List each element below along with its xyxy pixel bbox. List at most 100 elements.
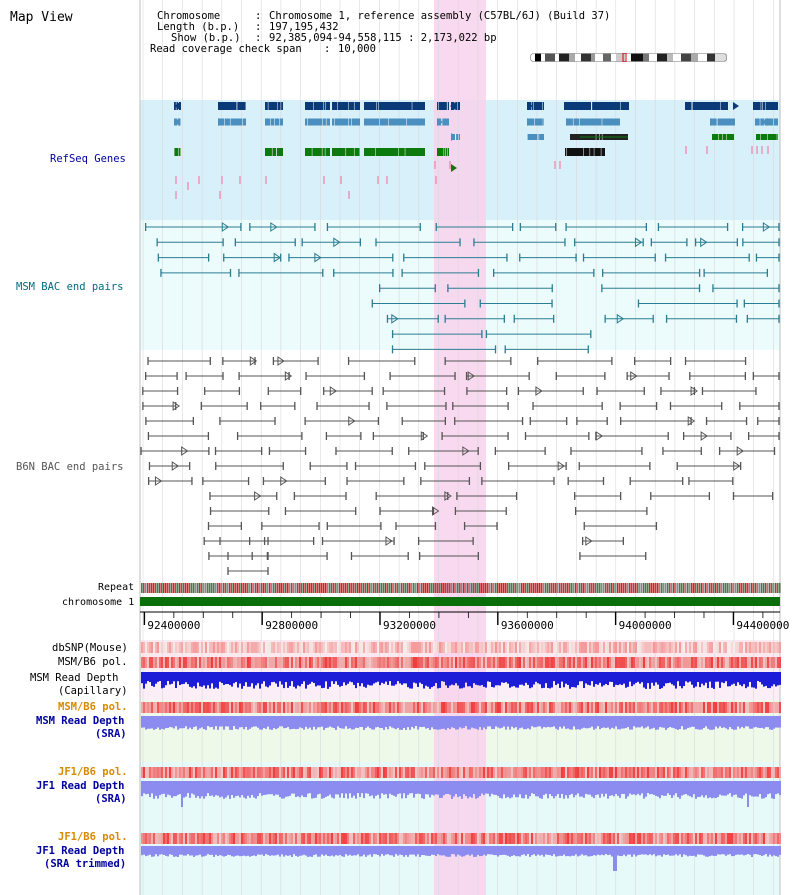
heat-cell xyxy=(231,657,233,668)
depth-bar xyxy=(767,781,769,795)
depth-bar xyxy=(387,846,389,855)
depth-bar xyxy=(581,716,583,729)
heat-cell xyxy=(675,833,677,844)
heat-cell xyxy=(717,833,719,844)
heat-cell xyxy=(541,702,543,713)
heat-cell xyxy=(505,767,507,778)
depth-bar xyxy=(565,716,567,729)
heat-cell xyxy=(233,642,235,653)
heat-cell xyxy=(657,702,659,713)
heat-cell xyxy=(353,767,355,778)
heat-cell xyxy=(451,642,453,653)
depth-bar xyxy=(545,781,547,794)
heat-cell xyxy=(401,702,403,713)
heat-cell xyxy=(479,642,481,653)
depth-bar xyxy=(187,781,189,794)
heat-cell xyxy=(705,642,707,653)
heat-cell xyxy=(593,702,595,713)
depth-bar xyxy=(455,716,457,730)
msm-bac-pair xyxy=(492,268,595,277)
repeat-mark xyxy=(673,583,675,593)
heat-cell xyxy=(455,657,457,668)
depth-bar xyxy=(555,716,557,729)
repeat-mark xyxy=(443,583,445,593)
repeat-mark xyxy=(177,583,179,593)
repeat-mark xyxy=(619,583,621,593)
heat-cell xyxy=(493,657,495,668)
heat-cell xyxy=(609,702,611,713)
depth-bar xyxy=(159,672,161,682)
depth-bar xyxy=(647,781,649,794)
heat-cell xyxy=(297,657,299,668)
repeat-mark xyxy=(183,583,185,593)
depth-bar xyxy=(401,846,403,856)
repeat-mark xyxy=(391,583,393,593)
heat-cell xyxy=(307,657,309,668)
depth-bar xyxy=(165,846,167,856)
repeat-mark xyxy=(181,583,183,593)
chromosome-track-label: chromosome 1 xyxy=(62,597,135,608)
heat-cell xyxy=(507,767,509,778)
depth-bar xyxy=(555,781,557,797)
depth-bar xyxy=(593,846,595,856)
heat-cell xyxy=(317,642,319,653)
repeat-mark xyxy=(221,583,223,593)
depth-bar xyxy=(265,781,267,795)
gene-exon xyxy=(565,148,585,156)
depth-bar xyxy=(503,716,505,727)
heat-cell xyxy=(759,702,761,713)
heat-cell xyxy=(279,657,281,668)
repeat-mark xyxy=(241,583,243,593)
heat-cell xyxy=(585,767,587,778)
heat-cell xyxy=(167,702,169,713)
heat-cell xyxy=(755,657,757,668)
depth-bar xyxy=(647,846,649,856)
depth-bar xyxy=(407,672,409,688)
heat-cell xyxy=(221,767,223,778)
depth-bar xyxy=(299,846,301,856)
heat-cell xyxy=(277,767,279,778)
b6n-bac-pair xyxy=(481,477,555,485)
depth-bar xyxy=(287,716,289,727)
repeat-mark xyxy=(291,583,293,593)
heat-cell xyxy=(523,833,525,844)
chromosome-ideogram[interactable] xyxy=(530,53,727,62)
heat-cell xyxy=(377,767,379,778)
heat-cell xyxy=(181,833,183,844)
heat-cell xyxy=(533,702,535,713)
depth-bar xyxy=(237,672,239,688)
heat-cell xyxy=(295,767,297,778)
depth-bar xyxy=(413,781,415,798)
jf1-b6-pol-track xyxy=(141,767,781,778)
repeat-mark xyxy=(747,583,749,593)
heat-cell xyxy=(695,767,697,778)
depth-bar xyxy=(577,672,579,686)
heat-cell xyxy=(637,833,639,844)
depth-bar xyxy=(651,672,653,683)
heat-cell xyxy=(527,657,529,668)
b6n-bac-pair xyxy=(701,387,757,395)
repeat-mark xyxy=(477,583,479,593)
depth-bar xyxy=(201,672,203,687)
pair-arrow xyxy=(616,313,625,324)
heat-cell xyxy=(675,657,677,668)
heat-cell xyxy=(535,702,537,713)
depth-bar xyxy=(191,672,193,688)
heat-cell xyxy=(761,642,763,653)
heat-cell xyxy=(335,833,337,844)
heat-cell xyxy=(763,833,765,844)
depth-bar xyxy=(467,716,469,730)
repeat-mark xyxy=(699,583,701,593)
ideogram-band xyxy=(631,53,643,62)
depth-bar xyxy=(755,846,757,855)
repeat-mark xyxy=(513,583,515,593)
repeat-mark xyxy=(275,583,277,593)
depth-bar xyxy=(543,846,545,857)
heat-cell xyxy=(587,833,589,844)
depth-bar xyxy=(477,781,479,798)
depth-bar xyxy=(567,672,569,686)
heat-cell xyxy=(343,833,345,844)
depth-bar xyxy=(397,781,399,795)
heat-cell xyxy=(539,833,541,844)
